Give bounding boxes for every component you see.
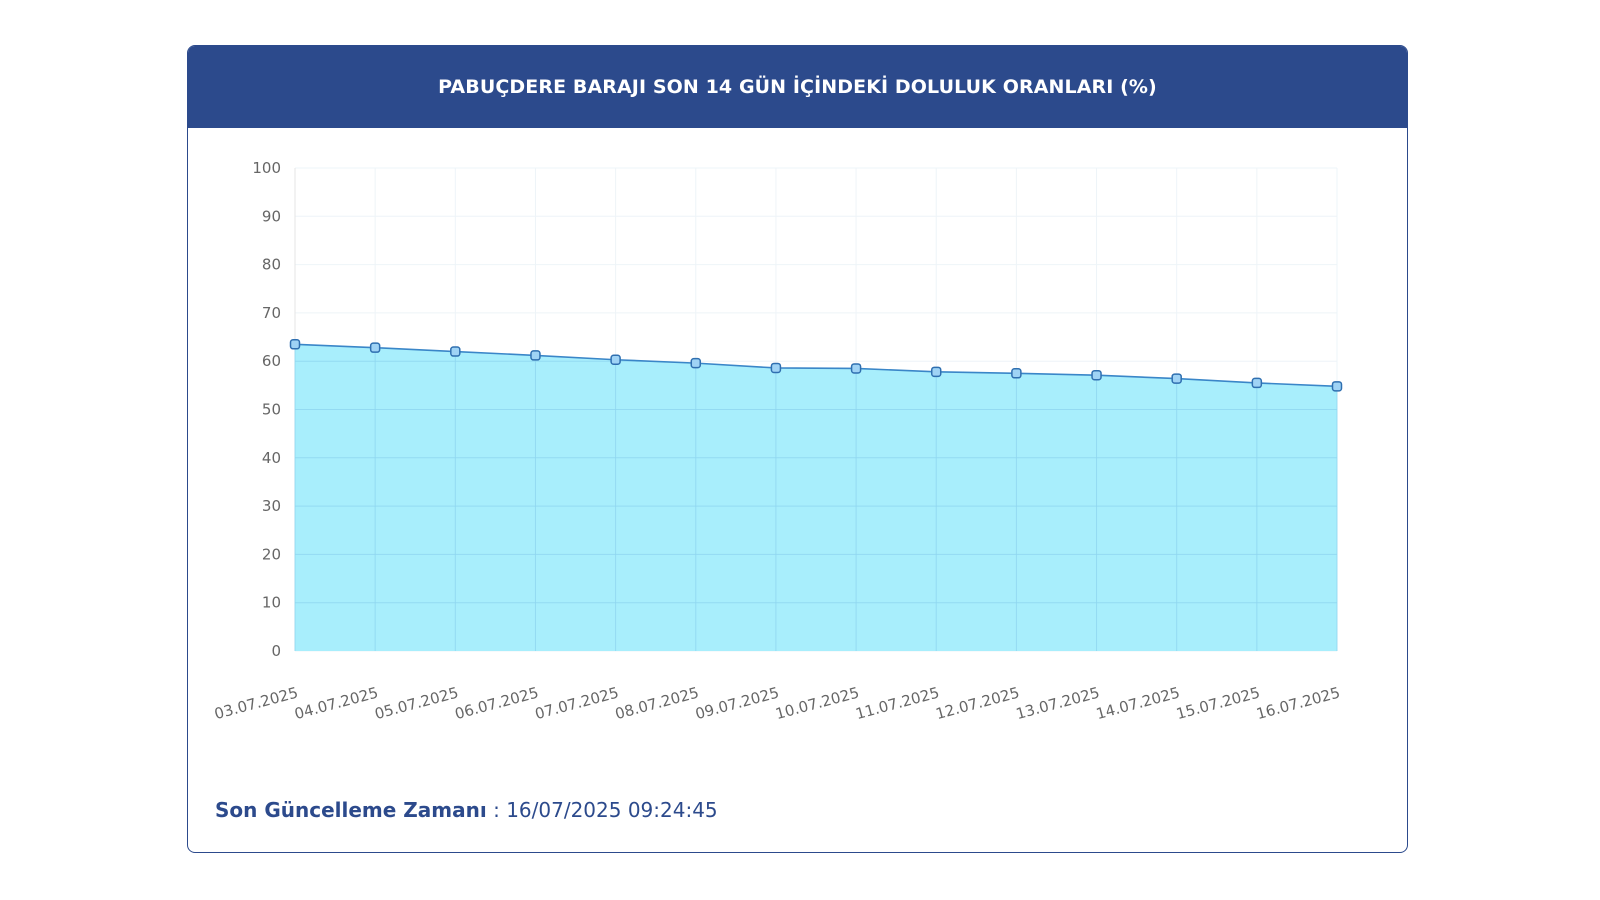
data-point (530, 350, 541, 361)
x-tick-label: 10.07.2025 (773, 683, 861, 723)
x-tick-label: 03.07.2025 (212, 683, 300, 723)
data-points (289, 339, 1343, 392)
data-point (930, 366, 942, 378)
x-axis-ticks: 03.07.202504.07.202505.07.202506.07.2025… (212, 683, 1342, 723)
data-point (610, 354, 621, 366)
series-line-path (294, 343, 1338, 388)
chart-area: 0 10 20 30 40 50 60 70 80 90 100 03.07.2025 04.07.2… (188, 128, 1406, 768)
last-update: Son Güncelleme Zamanı : 16/07/2025 09:24… (215, 798, 718, 822)
data-point (369, 342, 381, 353)
data-point (1171, 373, 1182, 384)
chart-card: PABUÇDERE BARAJI SON 14 GÜN İÇİNDEKİ DOL… (187, 45, 1408, 853)
x-tick-label: 04.07.2025 (293, 683, 381, 723)
last-update-separator: : (486, 798, 507, 822)
y-tick-label: 30 (262, 497, 281, 515)
chart-title: PABUÇDERE BARAJI SON 14 GÜN İÇİNDEKİ DOL… (438, 76, 1157, 98)
x-tick-label: 15.07.2025 (1174, 683, 1262, 723)
data-point (1011, 368, 1022, 379)
x-tick-label: 06.07.2025 (453, 683, 541, 723)
y-tick-label: 50 (262, 401, 281, 419)
x-tick-label: 16.07.2025 (1254, 683, 1342, 723)
x-tick-label: 08.07.2025 (613, 683, 701, 723)
last-update-label: Son Güncelleme Zamanı (215, 798, 487, 822)
data-point (1331, 381, 1343, 392)
data-point (1091, 369, 1102, 381)
x-tick-label: 07.07.2025 (533, 683, 621, 723)
y-tick-label: 40 (262, 449, 281, 467)
card-header: PABUÇDERE BARAJI SON 14 GÜN İÇİNDEKİ DOL… (188, 46, 1407, 128)
y-tick-label: 20 (262, 545, 281, 563)
data-point (690, 357, 702, 369)
data-point (1251, 377, 1263, 389)
x-tick-label: 09.07.2025 (693, 683, 781, 723)
data-point (770, 362, 782, 374)
y-tick-label: 80 (262, 256, 281, 274)
last-update-value: 16/07/2025 09:24:45 (506, 798, 718, 822)
x-tick-label: 05.07.2025 (373, 683, 461, 723)
data-point (850, 363, 862, 374)
y-tick-label: 0 (271, 642, 281, 660)
data-point (450, 346, 461, 357)
series-area (294, 344, 1338, 651)
x-tick-label: 13.07.2025 (1014, 683, 1102, 723)
y-axis-ticks: 0 10 20 30 40 50 60 70 80 90 100 (252, 159, 281, 660)
series-line (294, 343, 1338, 388)
y-tick-label: 60 (262, 352, 281, 370)
chart-svg: 0 10 20 30 40 50 60 70 80 90 100 03.07.202504.07.2… (212, 159, 1343, 723)
area-fill (295, 344, 1337, 651)
x-tick-label: 12.07.2025 (934, 683, 1022, 723)
y-tick-label: 70 (262, 304, 281, 322)
data-point (289, 339, 301, 350)
y-tick-label: 10 (262, 594, 281, 612)
x-tick-label: 11.07.2025 (854, 683, 942, 723)
y-tick-label: 100 (252, 159, 281, 177)
y-tick-label: 90 (262, 207, 281, 225)
x-tick-label: 14.07.2025 (1094, 683, 1182, 723)
